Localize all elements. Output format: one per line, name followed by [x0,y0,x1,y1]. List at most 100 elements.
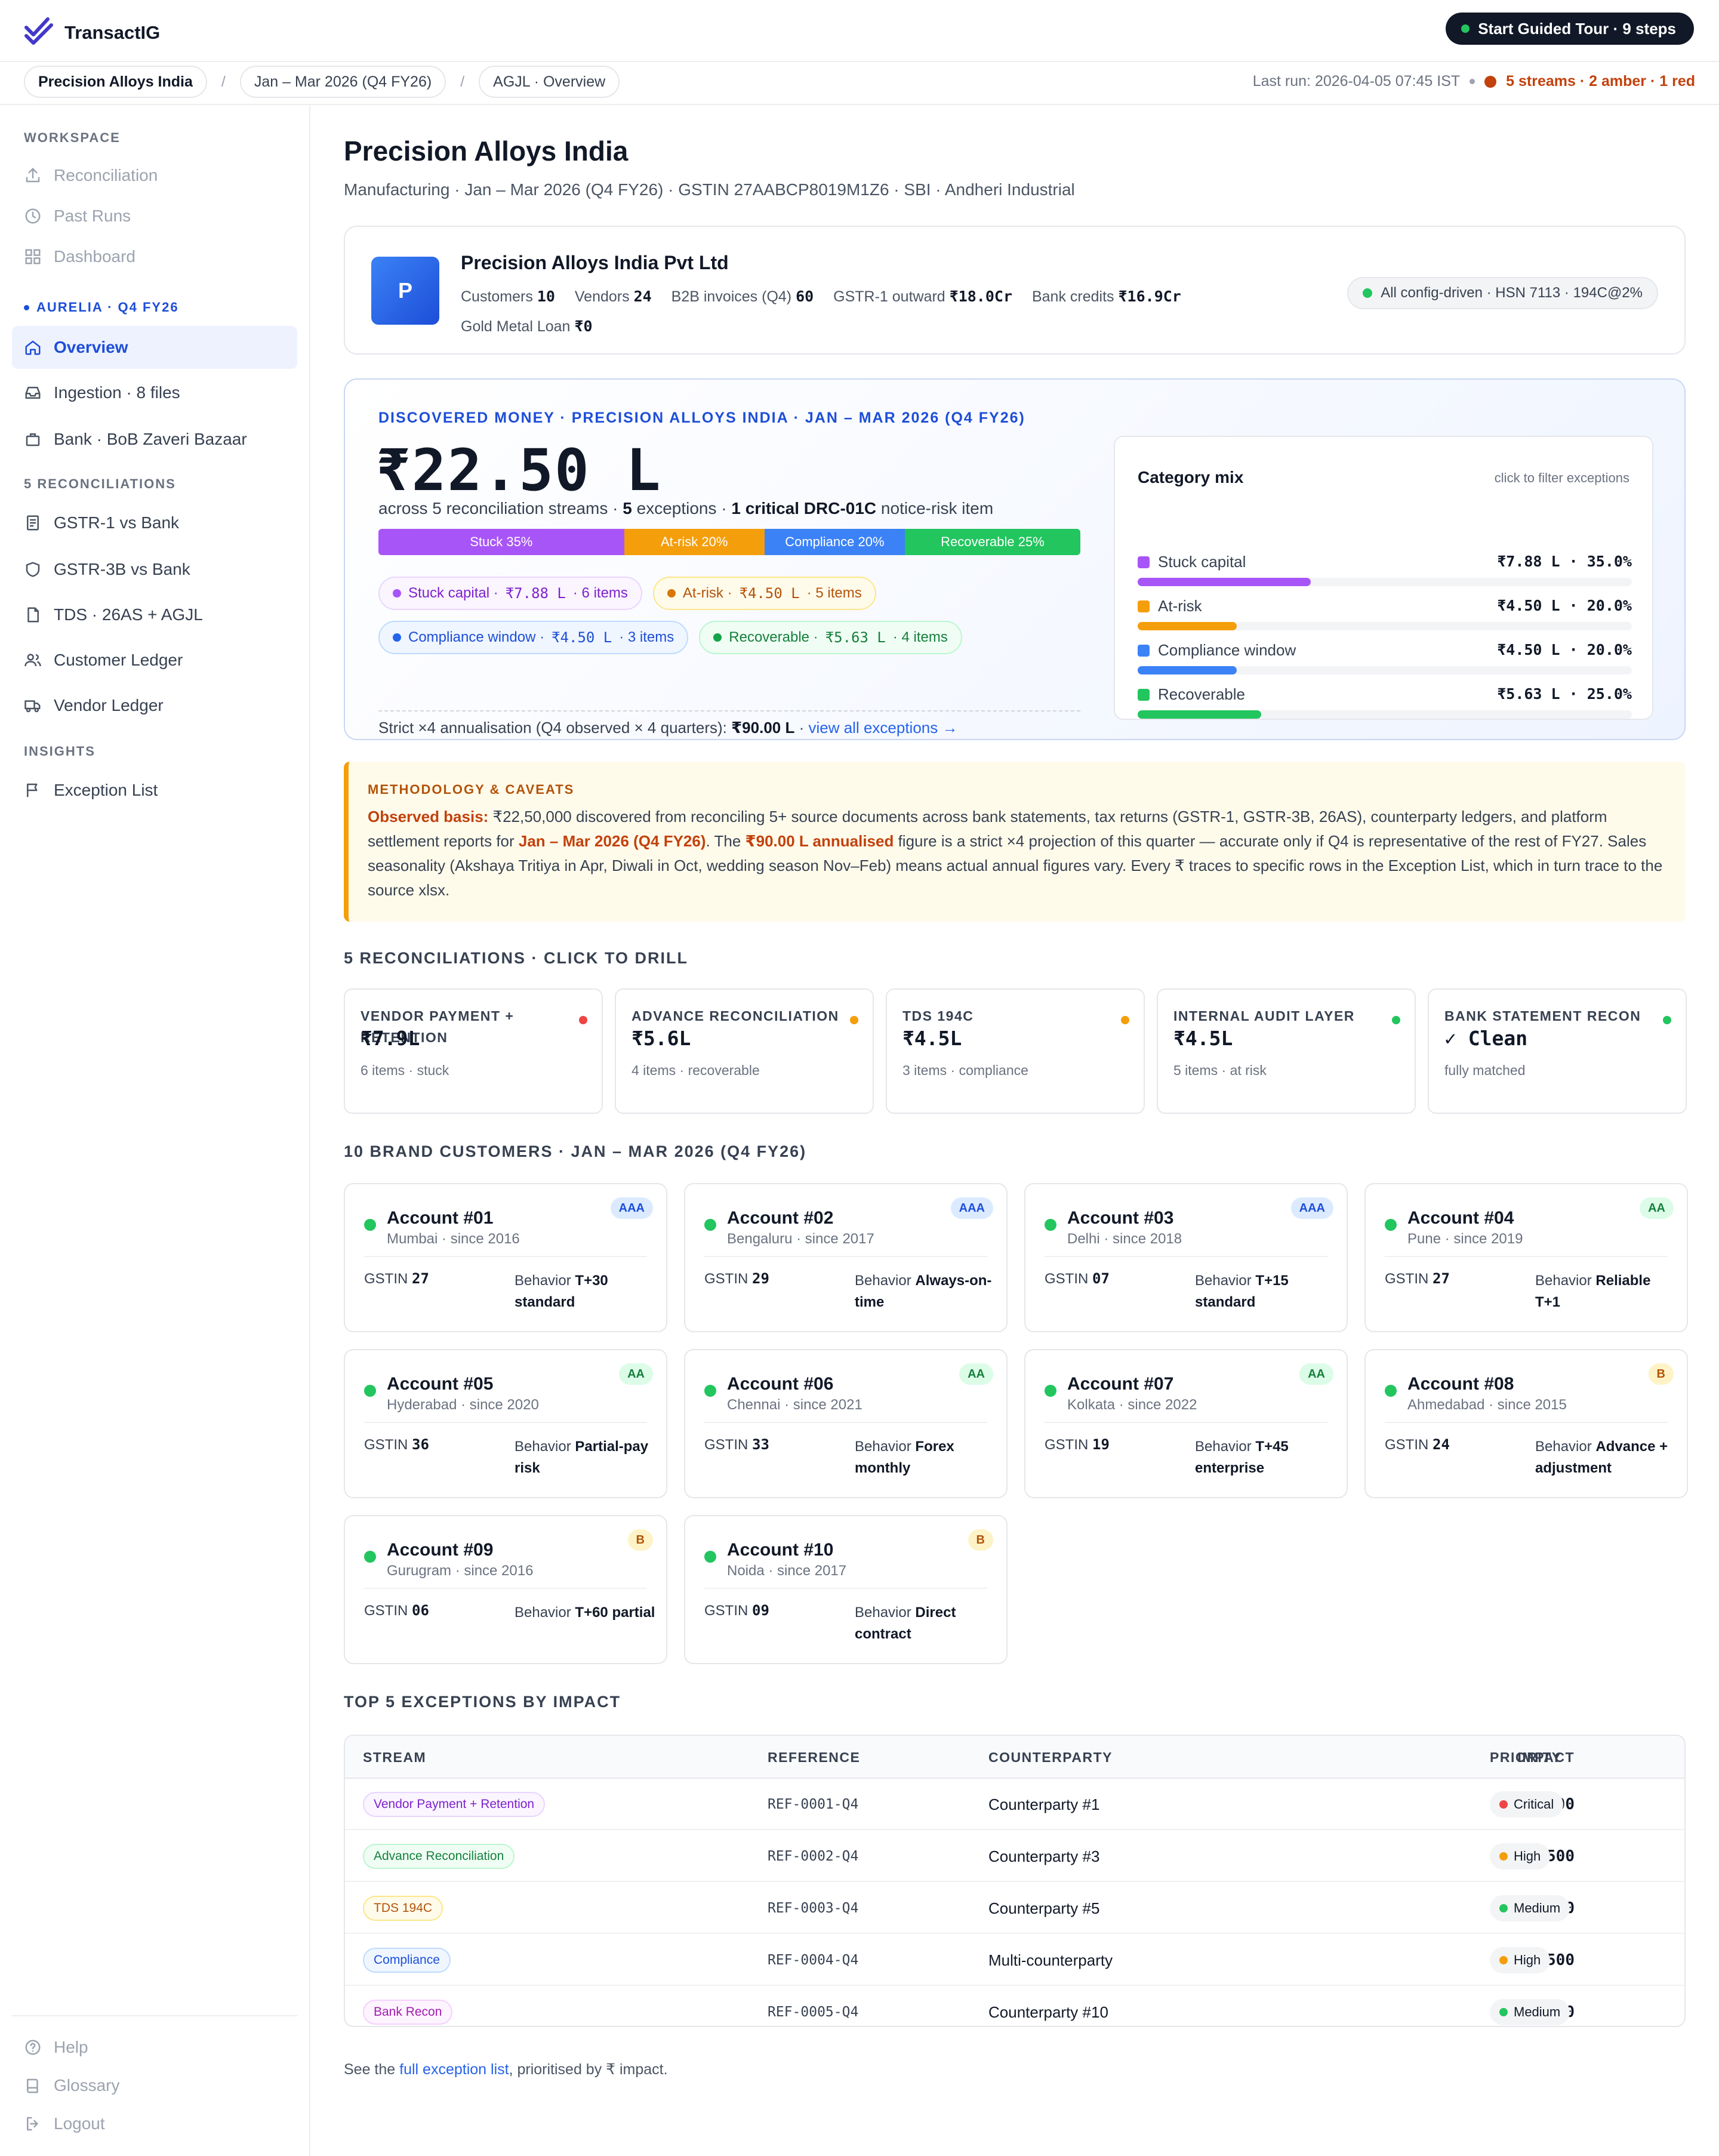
column-header-impact[interactable]: IMPACT [1517,1749,1575,1765]
customer-gstin: GSTIN 06 [364,1602,429,1619]
sidebar-item-bank[interactable]: Bank · BoB Zaveri Bazaar [12,418,297,461]
column-header-stream[interactable]: STREAM [363,1749,427,1765]
reconciliation-card[interactable]: VENDOR PAYMENT + RETENTION ₹7.9L 6 items ·… [344,988,603,1114]
methodology-callout: METHODOLOGY & CAVEATS Observed basis: ₹2… [344,762,1686,922]
reconciliation-card[interactable]: ADVANCE RECONCILIATION ₹5.6L 4 items · rec… [615,988,874,1114]
customer-card[interactable]: Account #08 Ahmedabad · since 2015 B GSTIN … [1364,1349,1688,1498]
counterparty-cell: Counterparty #1 [988,1795,1100,1813]
mix-row-label-group: At-risk [1138,597,1202,615]
customer-location: Pune · since 2019 [1407,1231,1523,1247]
footnote-text: See the [344,2061,400,2078]
breadcrumb-period[interactable]: Jan – Mar 2026 (Q4 FY26) [239,66,446,98]
legend-swatch [1138,556,1150,568]
priority-badge: High [1490,1843,1551,1869]
status-dot [364,1219,376,1231]
breadcrumb-client[interactable]: Precision Alloys India [24,66,207,98]
customer-location: Chennai · since 2021 [727,1397,862,1413]
stack-segment[interactable]: At-risk 20% [624,529,765,555]
priority-label: Medium [1514,2004,1561,2019]
chip-items: · 4 items [892,629,948,645]
customer-card[interactable]: Account #10 Noida · since 2017 B GSTIN 09 Be… [684,1515,1008,1664]
category-chip[interactable]: Recoverable · ₹5.63 L · 4 items [699,621,962,654]
category-chip[interactable]: Compliance window · ₹4.50 L · 3 items [378,621,689,654]
customer-card[interactable]: Account #07 Kolkata · since 2022 AA GSTIN 1… [1024,1349,1348,1498]
priority-dot [1499,1800,1508,1809]
sidebar-item-overview[interactable]: Overview [12,326,297,369]
stack-segment[interactable]: Stuck 35% [378,529,624,555]
annual-value: ₹90.00 L [731,719,795,737]
view-all-exceptions-link[interactable]: view all exceptions → [808,719,958,737]
sidebar-item-gstr3b-vs-bank[interactable]: GSTR-3B vs Bank [12,548,297,591]
rating-badge: AA [959,1363,993,1385]
category-chip[interactable]: Stuck capital · ₹7.88 L · 6 items [378,577,642,610]
customer-card[interactable]: Account #09 Gurugram · since 2016 B GSTIN 0… [344,1515,667,1664]
customer-card[interactable]: Account #03 Delhi · since 2018 AAA GSTIN 07… [1024,1183,1348,1332]
table-row[interactable]: Advance Reconciliation REF-0002-Q4 Counter… [345,1831,1684,1882]
customer-card[interactable]: Account #02 Bengaluru · since 2017 AAA GSTI… [684,1183,1008,1332]
priority-cell: Medium [1490,1883,1570,1934]
priority-label: High [1514,1849,1541,1864]
reconciliation-card[interactable]: INTERNAL AUDIT LAYER ₹4.5L 5 items · at ri… [1157,988,1416,1114]
sidebar-item-label: Help [54,2038,88,2056]
chip-dot [713,633,722,642]
column-header-reference[interactable]: REFERENCE [768,1749,861,1765]
column-header-priority[interactable]: PRIORITY [1490,1736,1562,1779]
customer-behavior: Behavior Advance + adjustment [1535,1436,1676,1479]
customer-card[interactable]: Account #06 Chennai · since 2021 AA GSTIN 3… [684,1349,1008,1498]
sidebar-item-exception-list[interactable]: Exception List [12,769,297,812]
status-dot [704,1551,716,1563]
column-header-counterparty[interactable]: COUNTERPARTY [988,1749,1113,1765]
table-row[interactable]: ComplianceREF-0004-Q4Multi-counterparty₹… [345,1935,1684,1986]
rating-badge: B [968,1529,993,1551]
sidebar-item-past-runs[interactable]: Past Runs [12,195,297,238]
reconciliation-card-title: INTERNAL AUDIT LAYER [1173,1008,1355,1024]
reconciliation-card-sub: 3 items · compliance [902,1062,1028,1078]
stack-segment[interactable]: Compliance 20% [764,529,905,555]
stream-cell: Advance Reconciliation [363,1831,515,1882]
sidebar-item-logout[interactable]: Logout [12,2102,297,2145]
sidebar-item-label: Bank · BoB Zaveri Bazaar [54,430,247,448]
reconciliation-card[interactable]: BANK STATEMENT RECON ✓ Clean fully matched [1428,988,1687,1114]
brand[interactable]: TransactIG [24,16,160,50]
sidebar-item-vendor-ledger[interactable]: Vendor Ledger [12,684,297,727]
sidebar-item-gstr1-vs-bank[interactable]: GSTR-1 vs Bank [12,501,297,544]
company-avatar: P [371,257,439,325]
critical-item: 1 critical DRC-01C [731,499,877,518]
behavior-label: Behavior [1535,1439,1592,1455]
exceptions-heading: TOP 5 EXCEPTIONS BY IMPACT [344,1693,621,1711]
sidebar-item-help[interactable]: Help [12,2026,297,2069]
customer-card[interactable]: Account #01 Mumbai · since 2016 AAA GSTIN 2… [344,1183,667,1332]
customer-card[interactable]: Account #05 Hyderabad · since 2020 AA GSTIN… [344,1349,667,1498]
customer-name: Account #01 [387,1208,494,1228]
rating-badge: AAA [1290,1197,1333,1219]
customer-card[interactable]: Account #04 Pune · since 2019 AA GSTIN 27 Be… [1364,1183,1688,1332]
sidebar-item-reconciliation[interactable]: Reconciliation [12,154,297,197]
full-exception-list-link[interactable]: full exception list [399,2061,509,2078]
sidebar-item-dashboard[interactable]: Dashboard [12,235,297,278]
gstin-label: GSTIN [364,1437,408,1453]
sidebar-item-customer-ledger[interactable]: Customer Ledger [12,639,297,682]
stack-segment[interactable]: Recoverable 25% [904,529,1080,555]
method-text: . The [706,832,745,850]
stream-status-text[interactable]: 5 streams · 2 amber · 1 red [1506,73,1695,90]
category-chip[interactable]: At-risk · ₹4.50 L · 5 items [652,577,876,610]
gstin-value: 07 [1092,1270,1110,1287]
reconciliation-card[interactable]: TDS 194C ₹4.5L 3 items · compliance [886,988,1145,1114]
table-row[interactable]: Vendor Payment + Retention REF-0001-Q4 Cou… [345,1779,1684,1830]
breadcrumb-view[interactable]: AGJL · Overview [479,66,620,98]
status-dot [579,1016,587,1024]
start-guided-tour-button[interactable]: Start Guided Tour · 9 steps [1446,13,1694,45]
reconciliation-card-sub: 5 items · at risk [1173,1062,1267,1078]
category-mix-panel: Category mix click to filter exceptions … [1114,436,1653,720]
customer-behavior: Behavior T+45 enterprise [1195,1436,1336,1479]
sidebar-item-tds[interactable]: TDS · 26AS + AGJL [12,593,297,636]
sidebar-item-label: Overview [54,338,128,356]
reference-cell: REF-0005-Q4 [768,2004,859,2020]
legend-swatch [1138,600,1150,612]
status-dot [1121,1016,1129,1024]
chip-amount: ₹4.50 L [739,585,800,602]
sidebar-item-glossary[interactable]: Glossary [12,2064,297,2107]
sidebar-item-ingestion[interactable]: Ingestion · 8 files [12,371,297,414]
